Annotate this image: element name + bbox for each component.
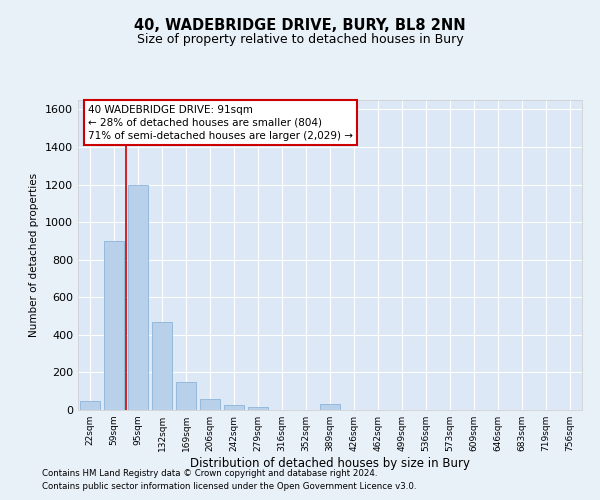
Bar — [224, 406, 244, 410]
Text: Contains public sector information licensed under the Open Government Licence v3: Contains public sector information licen… — [42, 482, 416, 491]
Text: Size of property relative to detached houses in Bury: Size of property relative to detached ho… — [137, 32, 463, 46]
Bar — [200, 398, 220, 410]
Bar — [248, 406, 268, 410]
Text: Contains HM Land Registry data © Crown copyright and database right 2024.: Contains HM Land Registry data © Crown c… — [42, 468, 377, 477]
Text: 40 WADEBRIDGE DRIVE: 91sqm
← 28% of detached houses are smaller (804)
71% of sem: 40 WADEBRIDGE DRIVE: 91sqm ← 28% of deta… — [88, 104, 353, 141]
Bar — [152, 322, 172, 410]
X-axis label: Distribution of detached houses by size in Bury: Distribution of detached houses by size … — [190, 457, 470, 470]
Bar — [80, 400, 100, 410]
Bar — [176, 382, 196, 410]
Bar — [128, 184, 148, 410]
Bar — [320, 404, 340, 410]
Text: 40, WADEBRIDGE DRIVE, BURY, BL8 2NN: 40, WADEBRIDGE DRIVE, BURY, BL8 2NN — [134, 18, 466, 32]
Y-axis label: Number of detached properties: Number of detached properties — [29, 173, 40, 337]
Bar — [104, 241, 124, 410]
